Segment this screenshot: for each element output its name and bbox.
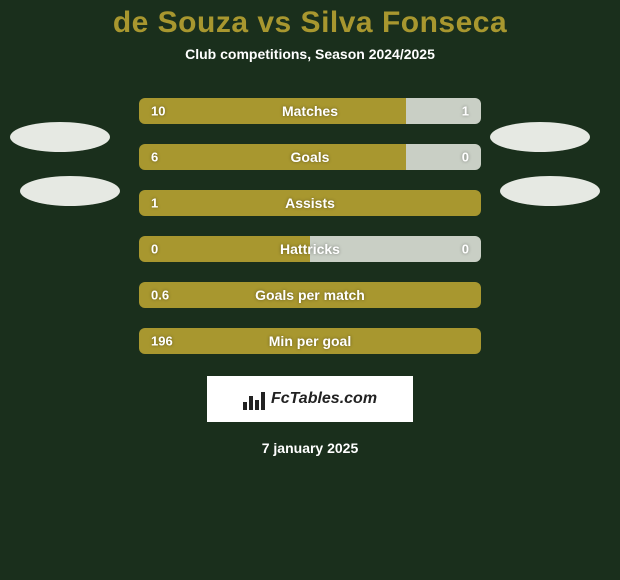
date-text: 7 january 2025 [0,440,620,456]
stat-value-left: 6 [151,150,158,165]
brand-badge: FcTables.com [207,376,413,422]
stat-row: 10 1 Matches [139,98,481,124]
page-title: de Souza vs Silva Fonseca [0,0,620,40]
stat-value-left: 196 [151,334,173,349]
stat-row: 0 0 Hattricks [139,236,481,262]
stat-label: Min per goal [269,333,351,349]
stat-value-right: 1 [462,104,469,119]
stat-bar-left [139,98,406,124]
brand-text: FcTables.com [271,390,377,408]
stat-value-left: 1 [151,196,158,211]
stat-value-left: 0.6 [151,288,169,303]
chart-icon [243,388,265,410]
stat-label: Matches [282,103,338,119]
stat-value-right: 0 [462,242,469,257]
stat-row: 6 0 Goals [139,144,481,170]
avatar-right-2 [500,176,600,206]
stat-row: 0.6 Goals per match [139,282,481,308]
stat-row: 1 Assists [139,190,481,216]
avatar-right-1 [490,122,590,152]
stat-value-right: 0 [462,150,469,165]
stat-bar-left [139,144,406,170]
stat-row: 196 Min per goal [139,328,481,354]
subtitle: Club competitions, Season 2024/2025 [0,46,620,62]
stat-bar-right [406,98,481,124]
stat-label: Goals per match [255,287,365,303]
stat-bar-right [406,144,481,170]
stat-label: Hattricks [280,241,340,257]
stat-value-left: 10 [151,104,165,119]
avatar-left-1 [10,122,110,152]
avatar-left-2 [20,176,120,206]
stat-label: Assists [285,195,335,211]
stat-label: Goals [291,149,330,165]
stat-value-left: 0 [151,242,158,257]
